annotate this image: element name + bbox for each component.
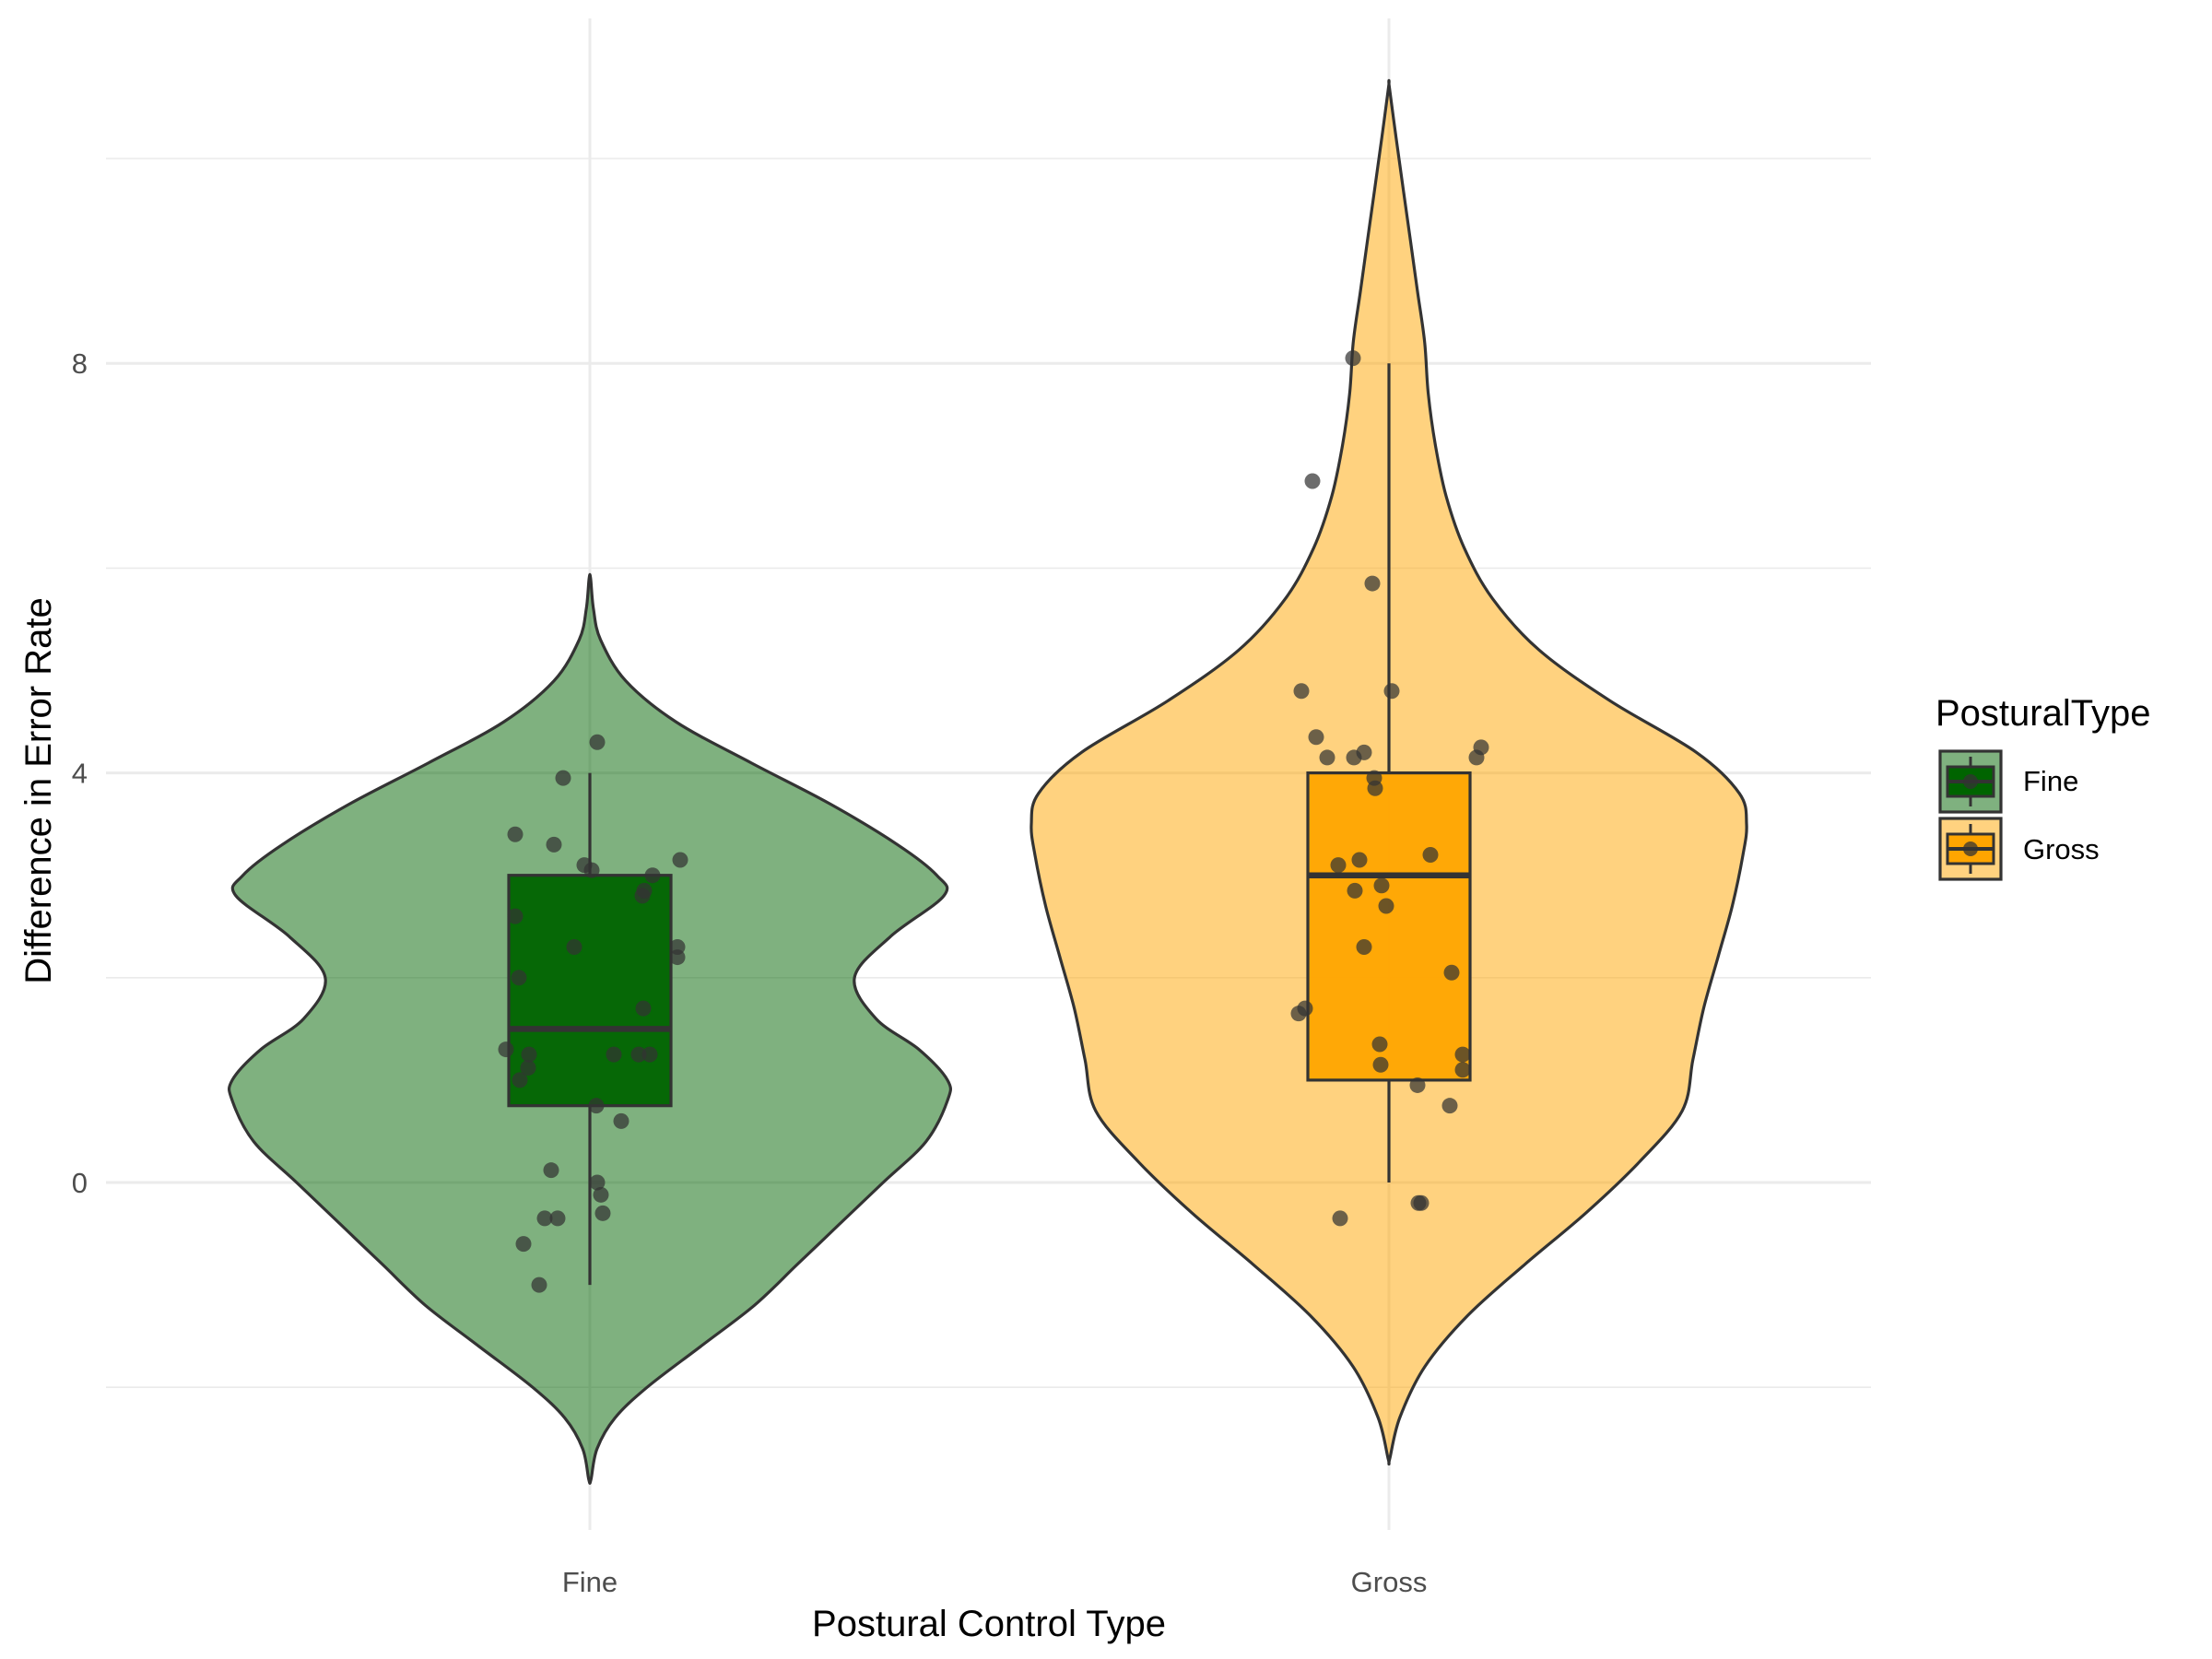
- data-point-fine: [507, 826, 524, 842]
- data-point-fine: [672, 852, 688, 868]
- data-point-fine: [543, 1162, 559, 1179]
- data-point-gross: [1473, 739, 1489, 756]
- boxplot-gross: [1306, 363, 1472, 1182]
- violin-layer: [227, 78, 1748, 1485]
- legend-key-fine: [1938, 749, 2003, 814]
- data-point-fine: [644, 867, 661, 884]
- data-point-fine: [594, 1205, 611, 1221]
- data-point-gross: [1308, 729, 1324, 746]
- data-point-gross: [1373, 877, 1390, 894]
- data-point-gross: [1413, 1194, 1430, 1211]
- data-point-fine: [566, 938, 582, 955]
- box-iqr: [1306, 771, 1472, 1082]
- data-point-fine: [589, 734, 606, 750]
- data-point-fine: [531, 1277, 547, 1293]
- legend-keys: [1938, 749, 2003, 881]
- data-point-gross: [1304, 473, 1321, 489]
- data-point-gross: [1443, 964, 1460, 981]
- data-point-fine: [555, 770, 571, 786]
- data-point-fine: [593, 1186, 609, 1203]
- y-tick-label: 0: [72, 1167, 88, 1199]
- data-point-fine: [636, 882, 653, 899]
- data-point-gross: [1366, 770, 1382, 786]
- data-point-fine: [546, 836, 562, 853]
- data-point-gross: [1422, 846, 1439, 863]
- x-axis-ticks: Fine Gross: [562, 1566, 1428, 1598]
- data-point-gross: [1454, 1046, 1471, 1063]
- data-point-fine: [613, 1112, 629, 1129]
- data-point-fine: [630, 1046, 647, 1063]
- points-layer: [498, 350, 1489, 1293]
- legend-key-gross: [1938, 817, 2003, 881]
- data-point-fine: [507, 908, 524, 924]
- legend-label-gross: Gross: [2023, 833, 2100, 865]
- data-point-gross: [1372, 1056, 1389, 1073]
- data-point-fine: [511, 970, 527, 986]
- legend-label-fine: Fine: [2023, 765, 2078, 797]
- x-axis-title: Postural Control Type: [812, 1604, 1166, 1644]
- data-point-fine: [641, 1046, 658, 1063]
- data-point-fine: [576, 857, 593, 874]
- data-point-gross: [1347, 882, 1363, 899]
- x-tick-label: Gross: [1351, 1566, 1428, 1598]
- legend-title: PosturalType: [1936, 693, 2150, 734]
- y-tick-label: 8: [72, 347, 88, 380]
- data-point-gross: [1332, 1210, 1348, 1227]
- data-point-fine: [549, 1210, 566, 1227]
- data-point-gross: [1293, 683, 1310, 700]
- data-point-gross: [1371, 1036, 1388, 1053]
- data-point-gross: [1378, 898, 1394, 914]
- data-point-fine: [512, 1072, 528, 1088]
- x-tick-label: Fine: [562, 1566, 618, 1598]
- data-point-fine: [606, 1046, 622, 1063]
- data-point-gross: [1364, 575, 1381, 592]
- legend: PosturalType Fine Gross: [1936, 693, 2150, 881]
- data-point-fine: [536, 1210, 553, 1227]
- data-point-gross: [1356, 938, 1372, 955]
- legend-key-point: [1963, 841, 1978, 856]
- data-point-gross: [1383, 683, 1400, 700]
- y-tick-label: 4: [72, 758, 88, 790]
- data-point-gross: [1319, 749, 1335, 766]
- data-point-fine: [669, 938, 686, 955]
- data-point-fine: [521, 1046, 537, 1063]
- data-point-gross: [1409, 1077, 1426, 1093]
- y-axis-ticks: 0 4 8: [72, 347, 88, 1199]
- data-point-fine: [589, 1174, 606, 1191]
- data-point-gross: [1356, 744, 1372, 760]
- data-point-fine: [588, 1098, 605, 1114]
- data-point-gross: [1330, 857, 1347, 874]
- data-point-fine: [520, 1060, 536, 1077]
- data-point-gross: [1454, 1062, 1471, 1078]
- legend-key-point: [1963, 774, 1978, 789]
- data-point-gross: [1351, 852, 1368, 868]
- data-point-gross: [1297, 1000, 1313, 1017]
- data-point-fine: [635, 1000, 652, 1017]
- data-point-fine: [498, 1041, 514, 1058]
- data-point-gross: [1441, 1098, 1458, 1114]
- y-axis-title: Difference in Error Rate: [18, 597, 59, 983]
- data-point-fine: [515, 1236, 532, 1253]
- data-point-gross: [1345, 350, 1361, 367]
